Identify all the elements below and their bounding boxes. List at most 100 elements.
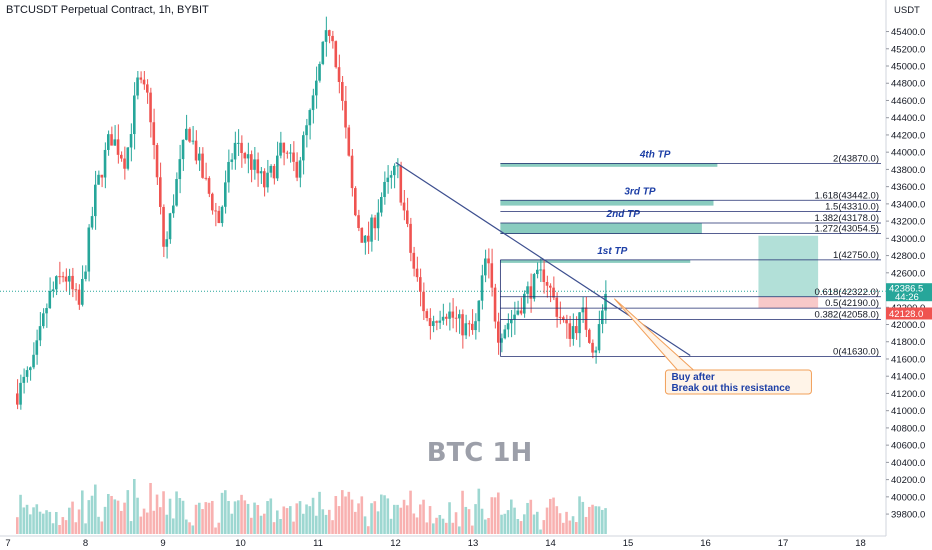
volume-bar [58, 524, 61, 534]
volume-bar [513, 507, 516, 534]
volume-bar [211, 500, 214, 534]
volume-bar [198, 502, 201, 534]
volume-bar [185, 519, 188, 534]
volume-bar [159, 507, 162, 534]
price-tick-label: 41800.0 [891, 337, 925, 348]
fib-layer: 2(43870.0) 1.618(43442.0)1.5(43310.0)1.38… [499, 153, 881, 357]
volume-bar [318, 491, 321, 534]
time-tick-label: 15 [623, 538, 634, 549]
volume-bar [227, 500, 230, 534]
volume-bar [503, 513, 507, 534]
candle-body [591, 342, 594, 353]
candle-body [552, 287, 555, 298]
price-tick-label: 41000.0 [891, 406, 925, 417]
candle-body [305, 125, 308, 136]
candle-body [220, 206, 224, 224]
volume-bar [94, 484, 97, 534]
price-tick-label: 40600.0 [891, 441, 925, 452]
volume-bar [230, 513, 234, 534]
volume-bar [406, 505, 409, 534]
candle-body [217, 210, 221, 224]
candle-body [347, 127, 351, 156]
volume-bar [555, 506, 559, 534]
candle-body [282, 142, 286, 153]
time-tick-label: 17 [778, 538, 789, 549]
candle-body [558, 316, 562, 318]
volume-bar [237, 500, 240, 534]
volume-bar [178, 498, 182, 534]
volume-bar [536, 511, 539, 534]
volume-bar [493, 497, 497, 534]
candle-body [191, 140, 195, 142]
time-tick-label: 18 [855, 538, 866, 549]
candle-body [38, 326, 42, 341]
fib-level-label: 1.382(43178.0) [815, 213, 879, 224]
price-tick-label: 40200.0 [891, 475, 925, 486]
candle-body [259, 171, 263, 174]
volume-bar [103, 506, 107, 534]
candle-body [298, 160, 302, 178]
candle-body [240, 142, 243, 154]
candle-body [487, 258, 490, 264]
candle-body [58, 276, 61, 278]
candle-body [165, 239, 169, 247]
volume-bar [29, 514, 32, 534]
volume-bar [194, 504, 198, 534]
candle-body [302, 135, 305, 161]
volume-bar [48, 511, 52, 534]
volume-bar [415, 517, 419, 534]
candle-body [581, 307, 585, 313]
volume-bar [604, 508, 607, 534]
candle-body [363, 235, 367, 243]
candle-body [35, 340, 39, 355]
candle-body [588, 329, 591, 343]
volume-bar [438, 515, 442, 534]
price-tick-label: 43000.0 [891, 234, 925, 245]
volume-bar [367, 526, 370, 534]
candle-body [500, 338, 503, 343]
volume-bar [360, 496, 364, 534]
volume-layer [16, 479, 607, 534]
candle-body [428, 318, 432, 327]
candle-body [230, 159, 234, 162]
candle-body [367, 235, 370, 242]
candle-body [604, 293, 607, 311]
candle-body [81, 278, 84, 305]
volume-bar [142, 508, 146, 534]
volume-bar [139, 516, 143, 534]
price-tick-label: 41400.0 [891, 372, 925, 383]
candle-body [396, 165, 399, 167]
candle-body [201, 153, 204, 178]
price-tick-label: 45400.0 [891, 27, 925, 38]
volume-bar [428, 506, 432, 534]
candle-body [233, 142, 237, 160]
volume-bar [204, 502, 208, 534]
volume-bar [123, 502, 126, 534]
chart-title: BTCUSDT Perpetual Contract, 1h, BYBIT [6, 4, 209, 16]
volume-bar [331, 520, 334, 534]
volume-bar [90, 495, 94, 534]
candle-body [380, 197, 383, 213]
candle-body [422, 291, 425, 312]
volume-bar [497, 492, 500, 534]
volume-bar [454, 512, 458, 534]
candle-body [266, 172, 269, 188]
candle-body [55, 276, 58, 290]
volume-bar [337, 506, 341, 534]
candle-body [448, 311, 451, 319]
volume-bar [432, 523, 435, 534]
price-tick-label: 39800.0 [891, 510, 925, 521]
volume-bar [279, 518, 282, 534]
candle-body [464, 323, 468, 336]
price-tick-label: 43400.0 [891, 199, 925, 210]
fib-level-label: 2(43870.0) [833, 153, 879, 164]
volume-bar [328, 509, 331, 534]
fib-level-label: 1.272(43054.5) [815, 224, 879, 235]
candle-body [474, 321, 477, 331]
time-tick-label: 8 [83, 538, 88, 549]
candle-body [68, 275, 71, 282]
candle-body [480, 275, 484, 301]
price-tick-label: 45200.0 [891, 44, 925, 55]
volume-bar [315, 515, 318, 534]
